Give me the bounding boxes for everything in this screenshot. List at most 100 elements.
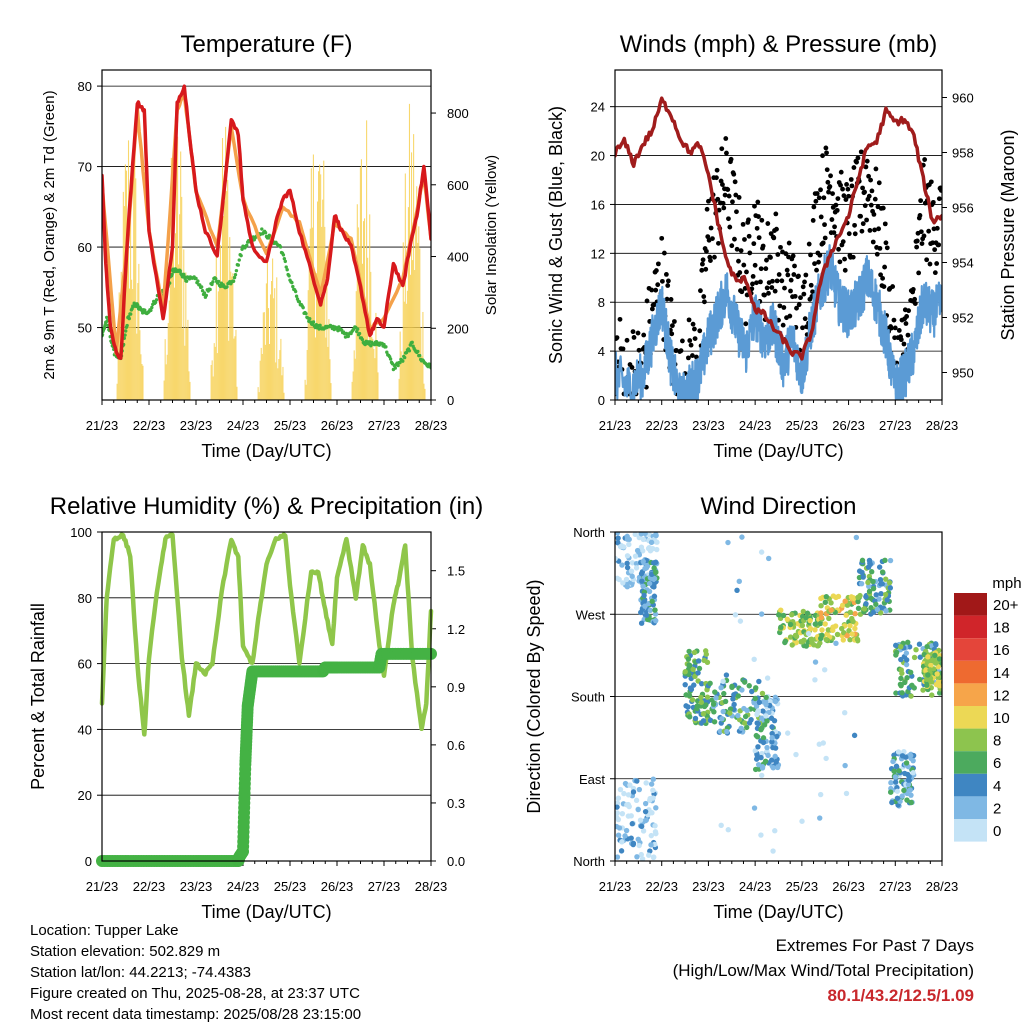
direction-point [647,607,654,613]
speed-legend-label: 10 [993,710,1010,727]
direction-ylabel: Direction (Colored By Speed) [524,579,544,813]
direction-point [632,553,639,559]
direction-point [621,790,627,797]
dewpoint-point [196,279,200,283]
direction-point [908,752,914,759]
rh-line [99,532,434,737]
direction-point [771,717,778,724]
direction-point [899,670,905,676]
direction-point [899,690,905,696]
direction-point [901,748,907,755]
gust-point [716,240,721,246]
gust-point [869,188,875,194]
wind-speed-line [615,244,942,400]
direction-point [764,718,770,724]
direction-point [789,642,795,648]
gust-point [631,335,637,340]
direction-point [778,624,784,630]
dewpoint-point [398,360,402,365]
speed-legend-swatch [954,615,987,639]
direction-point [800,608,807,615]
direction-point [636,786,643,793]
dewpoint-point [237,258,241,262]
direction-ytick-label: North [573,854,605,869]
dewpoint-point [393,366,397,370]
direction-point [805,630,812,637]
gust-point [704,248,709,254]
direction-point [896,768,902,774]
gust-point [764,285,770,291]
direction-ytick-label: South [571,690,605,705]
direction-point [817,620,824,627]
gust-point [801,291,807,297]
direction-point [851,732,858,739]
direction-point [620,580,626,586]
gust-point [898,337,904,343]
gust-point [926,228,932,234]
humidity-y2tick-label: 0.9 [447,680,465,695]
direction-point [793,751,799,758]
gust-point [769,285,775,290]
direction-ytick-label: West [576,607,606,622]
direction-point [731,701,737,708]
direction-point [908,693,914,699]
gust-point [838,182,843,188]
direction-point [758,754,764,761]
gust-point [843,197,849,202]
gust-point [846,193,851,199]
gust-point [828,173,833,179]
direction-point [778,607,784,613]
direction-point [651,575,658,582]
direction-point [646,588,653,595]
gust-point [914,244,920,250]
dewpoint-point [199,285,204,289]
direction-point [756,678,762,685]
temperature-xlabel: Time (Day/UTC) [201,441,331,461]
dewpoint-point [170,272,174,276]
gust-point [855,155,861,161]
direction-point [846,627,852,634]
direction-point [839,625,845,632]
direction-point [907,669,914,675]
humidity-y2tick-label: 0.0 [447,854,465,869]
direction-point [830,624,836,631]
gust-point [698,288,703,294]
gust-point [803,272,809,278]
gust-point [740,221,746,227]
dewpoint-point [402,355,407,360]
direction-point [803,643,810,649]
direction-point [828,600,834,606]
direction-point [910,770,916,776]
dewpoint-point [225,285,229,289]
direction-point [718,685,724,691]
gust-point [758,266,764,272]
gust-point [811,204,817,210]
direction-point [653,805,659,811]
direction-point [617,786,624,793]
direction-point [727,706,734,712]
direction-point [643,780,649,786]
winds-xtick-label: 28/23 [926,418,959,433]
direction-point [682,681,688,688]
gust-point [719,146,725,152]
gust-point [841,193,847,199]
gust-point [697,328,703,334]
dewpoint-point [202,291,207,295]
dewpoint-point [297,300,302,304]
direction-point [690,666,696,673]
direction-point [727,710,733,716]
gust-point [729,243,735,249]
direction-point [847,637,853,643]
gust-point [754,280,759,286]
direction-point [772,828,778,834]
direction-point [717,728,724,734]
gust-point [844,181,849,187]
gust-point [824,167,830,173]
gust-point [762,292,767,298]
gust-point [808,282,814,288]
direction-point [640,828,647,834]
direction-point [818,595,824,602]
direction-point [883,608,889,614]
direction-point [724,728,730,735]
gust-point [734,209,739,215]
